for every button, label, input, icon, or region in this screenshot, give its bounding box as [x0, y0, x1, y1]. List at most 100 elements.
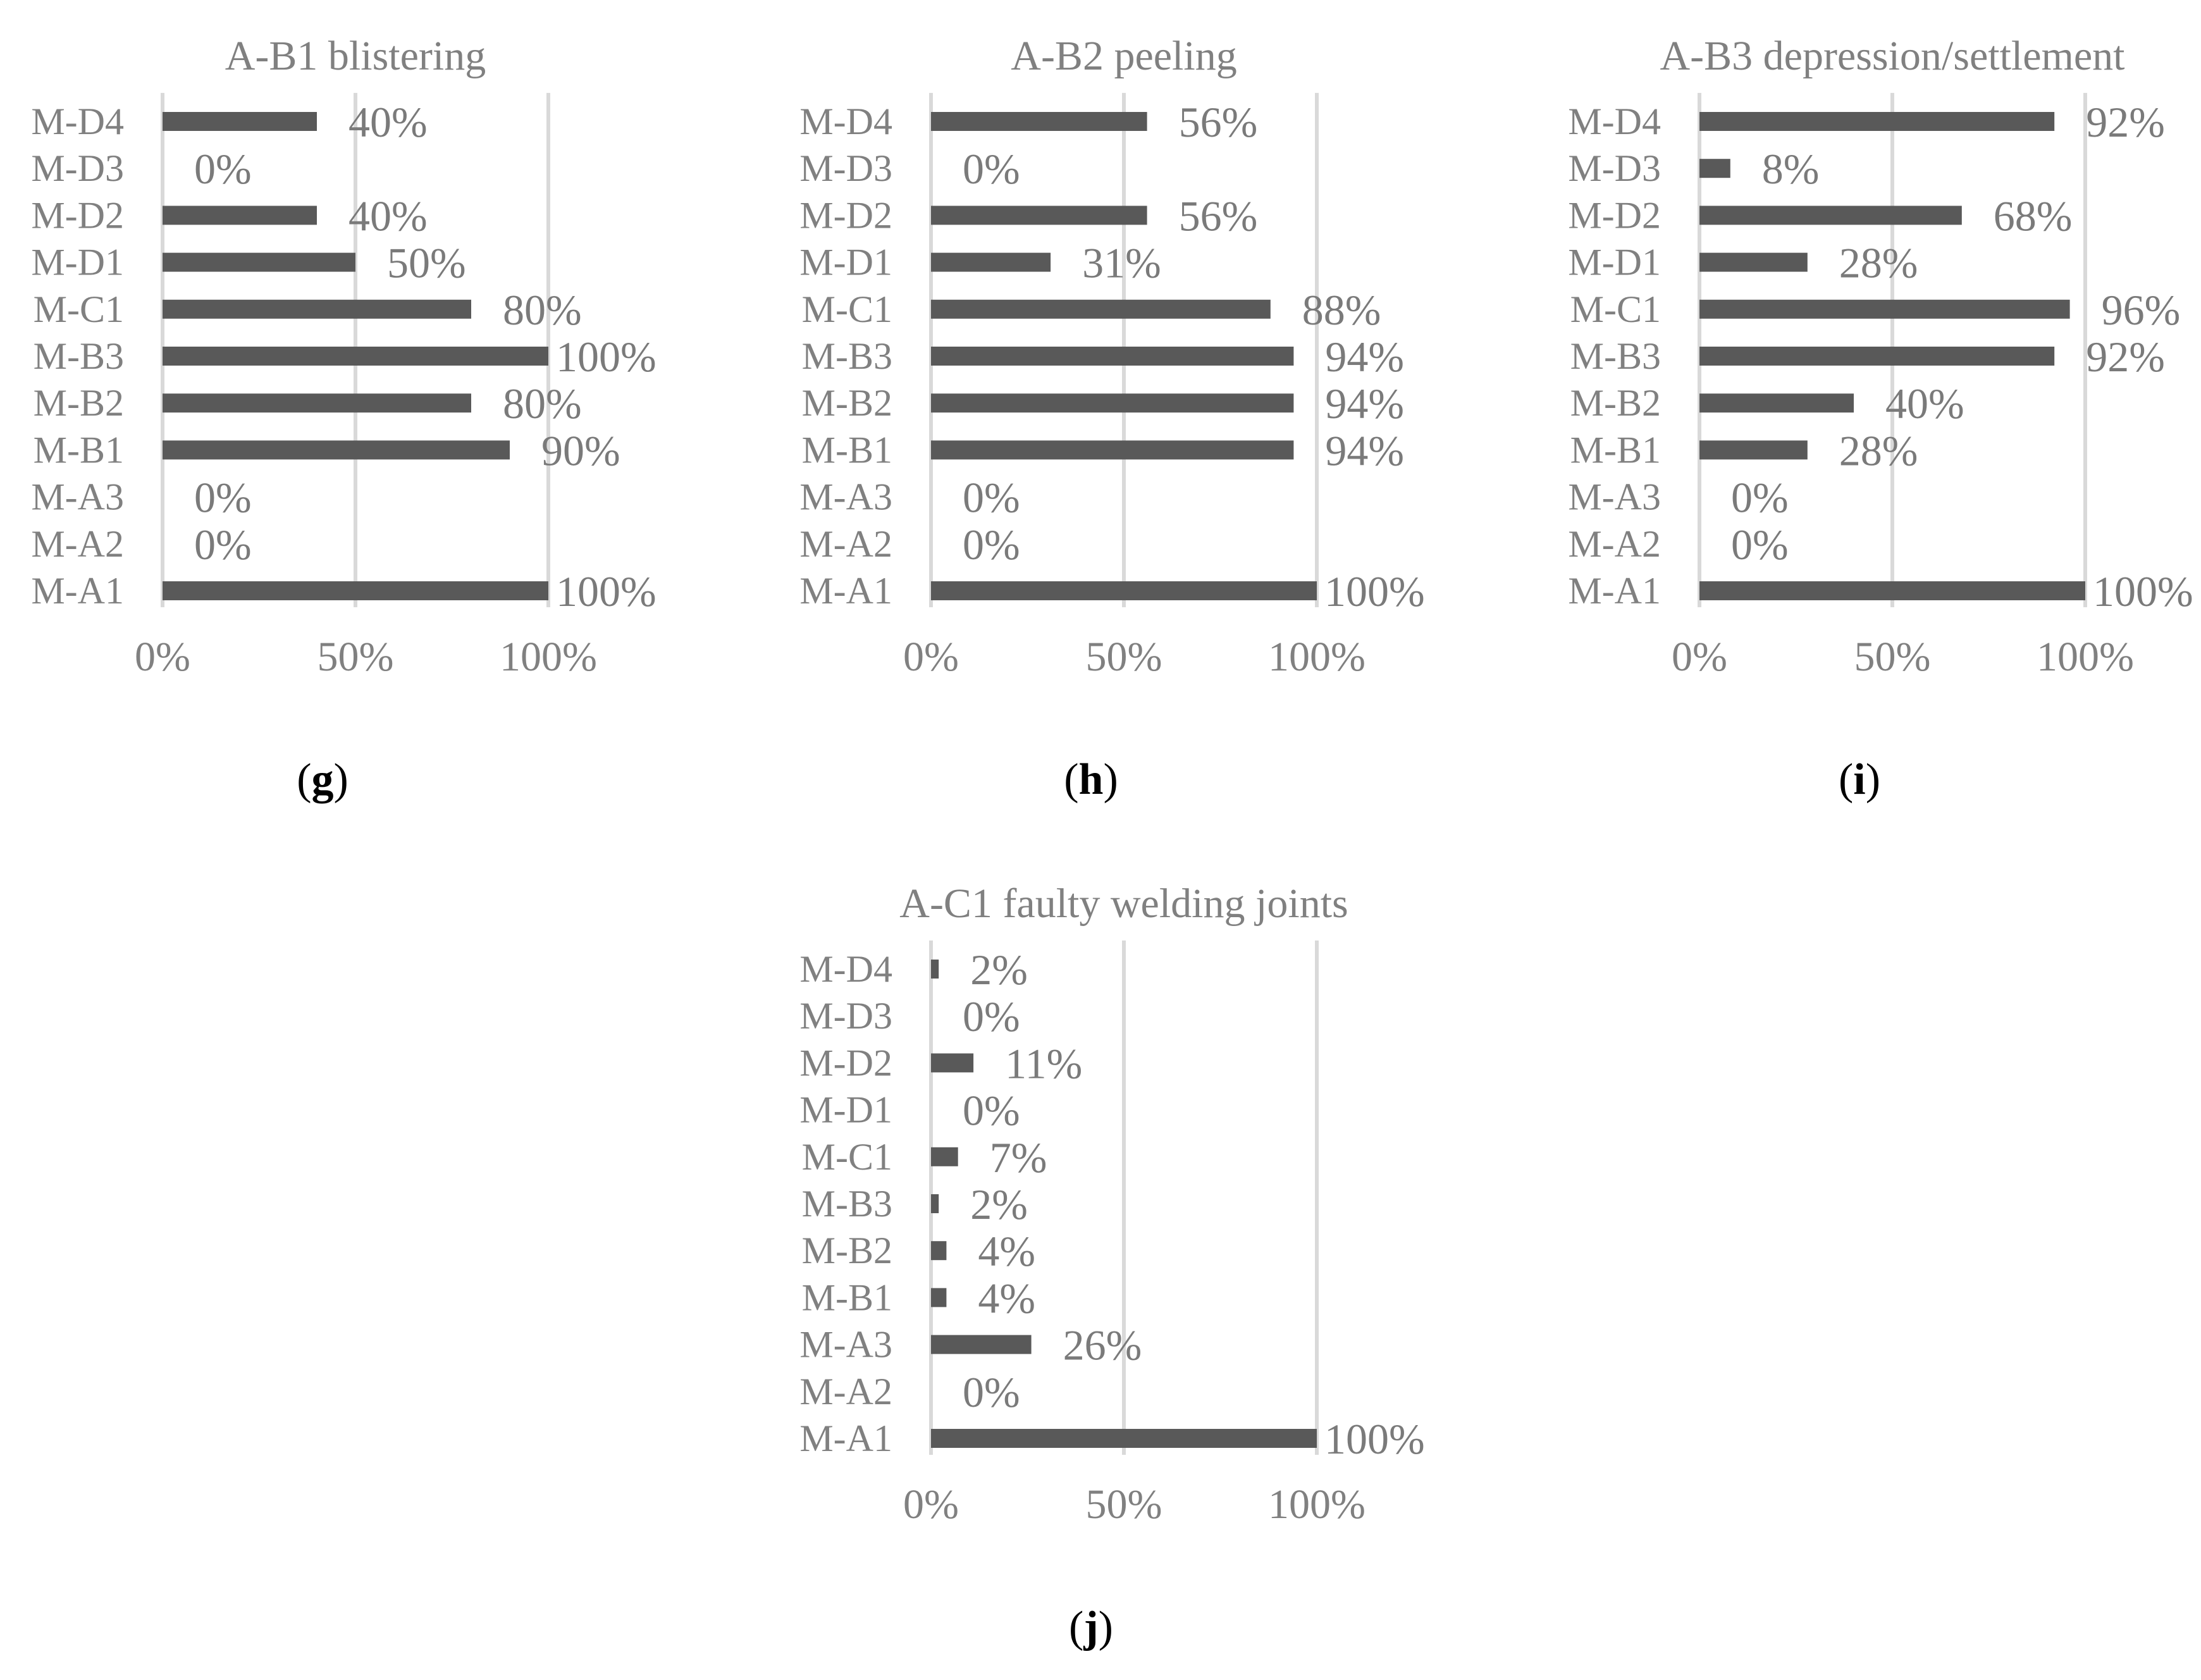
category-label: M-D3: [1568, 147, 1661, 189]
data-label: 0%: [194, 521, 252, 569]
panel-caption: (i): [1839, 755, 1880, 804]
bar: [1699, 159, 1730, 178]
data-label: 2%: [970, 946, 1028, 994]
category-label: M-A1: [799, 1418, 892, 1459]
category-label: M-B1: [34, 429, 124, 471]
category-label: M-D4: [31, 101, 124, 142]
chart-svg-h: 0% 50% 100% A-B2 peeling M-A1 100% M-A2 0% M-A3 0…: [799, 33, 1425, 804]
chart-panel-i: 0% 50% 100% A-B3 depression/settlement M-A1 1…: [1537, 0, 2201, 829]
data-label: 11%: [1005, 1039, 1082, 1087]
data-label: 50%: [387, 239, 466, 287]
bar: [931, 1053, 974, 1073]
bar: [931, 347, 1294, 366]
chart-title: A-B3 depression/settlement: [1660, 33, 2124, 79]
category-label: M-B3: [802, 335, 892, 377]
bar: [931, 299, 1271, 319]
category-label: M-B3: [802, 1183, 892, 1225]
data-label: 0%: [963, 1087, 1020, 1135]
bar: [163, 112, 317, 131]
bar: [931, 112, 1147, 131]
chart-panel-h: 0% 50% 100% A-B2 peeling M-A1 100% M-A2 0% M-A3 0…: [768, 0, 1540, 829]
bar: [931, 1429, 1317, 1448]
category-label: M-C1: [802, 1136, 892, 1178]
category-label: M-A1: [1568, 570, 1661, 612]
category-label: M-C1: [802, 288, 892, 330]
category-label: M-A3: [799, 476, 892, 518]
x-tick-label: 50%: [1086, 634, 1162, 680]
bar: [1699, 581, 2085, 600]
category-label: M-D3: [799, 147, 892, 189]
category-label: M-A3: [31, 476, 124, 518]
panel-caption: (j): [1069, 1603, 1113, 1652]
x-tick-label: 50%: [1086, 1481, 1162, 1528]
category-label: M-D3: [799, 995, 892, 1037]
category-label: M-A3: [799, 1324, 892, 1366]
category-label: M-B1: [802, 1276, 892, 1318]
category-label: M-D1: [1568, 242, 1661, 283]
data-label: 28%: [1839, 239, 1918, 287]
data-label: 90%: [541, 426, 620, 474]
chart-panel-g: 0% 50% 100% A-B1 blistering M-A1 100% M-A2 0% M-…: [0, 0, 772, 829]
data-label: 92%: [2086, 333, 2165, 381]
x-tick-label: 100%: [1268, 634, 1366, 680]
x-tick-label: 100%: [500, 634, 597, 680]
data-label: 0%: [963, 521, 1020, 569]
data-label: 56%: [1179, 98, 1258, 146]
bar: [931, 1241, 947, 1261]
category-label: M-A1: [31, 570, 124, 612]
data-label: 40%: [1885, 380, 1964, 428]
bar: [1699, 252, 1808, 272]
data-label: 40%: [348, 98, 428, 146]
chart-panel-j: 0% 50% 100% A-C1 faulty welding joints M-A1 1…: [768, 848, 1540, 1676]
category-label: M-B2: [802, 382, 892, 424]
data-label: 80%: [503, 286, 582, 334]
category-label: M-D4: [799, 948, 892, 990]
bar: [1699, 347, 2055, 366]
category-label: M-D4: [799, 101, 892, 142]
chart-svg-i: 0% 50% 100% A-B3 depression/settlement M-A1 1…: [1568, 33, 2193, 804]
data-label: 8%: [1762, 145, 1820, 193]
data-label: 94%: [1325, 426, 1404, 474]
x-tick-label: 0%: [135, 634, 190, 680]
data-label: 4%: [978, 1274, 1035, 1322]
data-label: 28%: [1839, 426, 1918, 474]
x-tick-label: 100%: [2037, 634, 2134, 680]
category-label: M-B3: [34, 335, 124, 377]
data-label: 100%: [1324, 567, 1425, 615]
bar: [163, 347, 548, 366]
x-tick-label: 0%: [903, 634, 959, 680]
data-label: 0%: [963, 145, 1020, 193]
x-tick-label: 50%: [1854, 634, 1931, 680]
chart-title: A-C1 faulty welding joints: [899, 880, 1348, 927]
data-label: 0%: [194, 474, 252, 522]
category-label: M-D1: [799, 242, 892, 283]
chart-svg-j: 0% 50% 100% A-C1 faulty welding joints M-A1 1…: [799, 880, 1425, 1652]
chart-title: A-B1 blistering: [225, 33, 486, 79]
bar: [931, 960, 939, 979]
data-label: 94%: [1325, 380, 1404, 428]
bar: [163, 581, 548, 600]
category-label: M-B1: [1570, 429, 1661, 471]
data-label: 100%: [2093, 567, 2193, 615]
category-label: M-D1: [31, 242, 124, 283]
data-label: 7%: [990, 1133, 1047, 1182]
category-label: M-C1: [34, 288, 124, 330]
data-label: 100%: [1324, 1415, 1425, 1463]
category-label: M-D3: [31, 147, 124, 189]
bar: [1699, 393, 1854, 413]
bar: [931, 581, 1317, 600]
chart-svg-g: 0% 50% 100% A-B1 blistering M-A1 100% M-A2 0% M-…: [31, 33, 656, 804]
data-label: 4%: [978, 1227, 1035, 1275]
data-label: 2%: [970, 1180, 1028, 1228]
bar: [931, 1147, 958, 1166]
x-tick-label: 100%: [1268, 1481, 1366, 1528]
category-label: M-B3: [1570, 335, 1661, 377]
bar: [931, 206, 1147, 225]
x-tick-label: 0%: [903, 1481, 959, 1528]
bar: [1699, 206, 1962, 225]
data-label: 26%: [1063, 1321, 1142, 1369]
bar: [1699, 440, 1808, 460]
bar: [1699, 299, 2070, 319]
category-label: M-A2: [799, 1371, 892, 1412]
